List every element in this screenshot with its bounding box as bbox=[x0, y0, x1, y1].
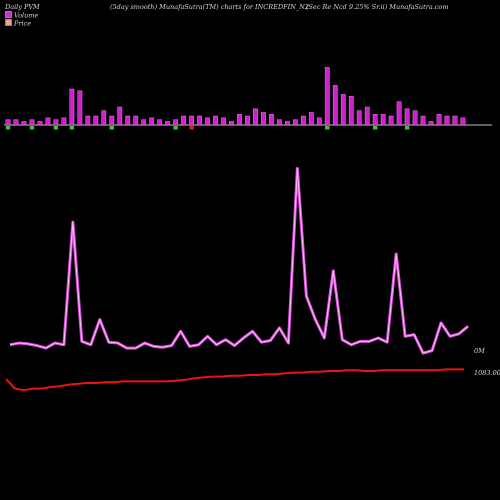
chart-header-source: (Sec Re Ncd 9.25% Sr.ii) MunafaSutra.com bbox=[306, 3, 449, 11]
volume-bar bbox=[133, 115, 139, 126]
volume-bar bbox=[125, 115, 131, 126]
volume-bar bbox=[436, 113, 442, 126]
legend-volume-label: Volume bbox=[14, 11, 39, 20]
volume-bar bbox=[61, 117, 67, 126]
volume-down-mark bbox=[173, 126, 178, 130]
volume-bar bbox=[37, 121, 43, 126]
legend-price-swatch bbox=[5, 19, 12, 26]
volume-bar bbox=[444, 115, 450, 126]
volume-bar bbox=[109, 115, 115, 126]
volume-bar bbox=[69, 88, 75, 126]
volume-bar bbox=[404, 108, 410, 126]
volume-bar bbox=[340, 94, 346, 126]
volume-bar bbox=[316, 117, 322, 126]
chart-header-title: (5day smooth) MunafaSutra(TM) charts for… bbox=[110, 3, 309, 11]
volume-bar bbox=[229, 121, 234, 126]
volume-down-mark bbox=[29, 126, 35, 130]
volume-bar bbox=[85, 115, 91, 126]
volume-bar bbox=[277, 119, 282, 126]
volume-bar bbox=[181, 115, 187, 126]
legend-volume-swatch bbox=[5, 11, 12, 18]
volume-down-mark bbox=[404, 126, 410, 130]
volume-down-mark bbox=[325, 126, 330, 130]
price-line bbox=[5, 368, 464, 392]
volume-bar bbox=[372, 113, 378, 126]
volume-bar bbox=[356, 110, 362, 126]
volume-bar bbox=[13, 119, 19, 126]
chart-header-left: Daily PVM bbox=[5, 3, 40, 11]
volume-bar bbox=[117, 106, 123, 126]
volume-bar bbox=[45, 117, 51, 126]
volume-bar bbox=[364, 106, 370, 126]
volume-bar bbox=[284, 121, 290, 126]
volume-bar bbox=[21, 121, 27, 126]
volume-bar bbox=[221, 117, 226, 126]
pvm-line-glow bbox=[9, 166, 469, 355]
volume-bar bbox=[452, 115, 458, 126]
volume-bar bbox=[388, 115, 394, 126]
volume-bar bbox=[460, 117, 466, 126]
volume-bar bbox=[396, 101, 402, 126]
volume-bar bbox=[269, 113, 274, 126]
volume-series-label: 0M bbox=[474, 347, 485, 355]
volume-bar bbox=[324, 67, 330, 126]
volume-bar bbox=[420, 115, 426, 126]
volume-bar bbox=[300, 115, 306, 126]
volume-bar bbox=[292, 119, 298, 126]
volume-bar bbox=[173, 119, 179, 126]
volume-bar bbox=[412, 110, 418, 126]
volume-bar bbox=[245, 115, 250, 126]
pvm-line bbox=[9, 167, 469, 354]
volume-bar bbox=[93, 115, 99, 126]
volume-bar bbox=[77, 90, 83, 126]
volume-bar bbox=[53, 119, 59, 126]
volume-bar bbox=[5, 119, 11, 126]
volume-bar bbox=[261, 112, 266, 126]
volume-bar bbox=[165, 121, 171, 126]
volume-bar bbox=[332, 85, 338, 126]
volume-bar bbox=[189, 115, 194, 126]
legend-volume: Volume bbox=[5, 11, 38, 20]
volume-down-mark bbox=[109, 126, 114, 130]
volume-bar bbox=[101, 110, 107, 126]
volume-bar bbox=[157, 119, 163, 126]
volume-bars bbox=[5, 67, 466, 126]
volume-bar bbox=[141, 119, 147, 126]
volume-bar bbox=[197, 115, 202, 126]
volume-bar bbox=[205, 117, 210, 126]
volume-down-mark bbox=[69, 126, 75, 130]
volume-down-marks bbox=[5, 126, 410, 130]
legend-price-label: Price bbox=[14, 19, 32, 28]
volume-bar bbox=[428, 121, 434, 126]
volume-bar bbox=[308, 112, 314, 126]
volume-bar bbox=[213, 115, 218, 126]
legend-price: Price bbox=[5, 19, 31, 28]
volume-bar bbox=[29, 119, 35, 126]
volume-down-mark bbox=[373, 126, 378, 130]
volume-bar bbox=[253, 108, 258, 126]
volume-bar bbox=[348, 95, 354, 126]
volume-bar bbox=[237, 113, 242, 126]
volume-down-mark bbox=[189, 126, 194, 130]
volume-bar bbox=[149, 117, 155, 126]
volume-down-mark bbox=[5, 126, 11, 130]
volume-down-mark bbox=[53, 126, 59, 130]
price-series-label: 1083.00 bbox=[474, 369, 500, 377]
volume-bar bbox=[380, 113, 386, 126]
